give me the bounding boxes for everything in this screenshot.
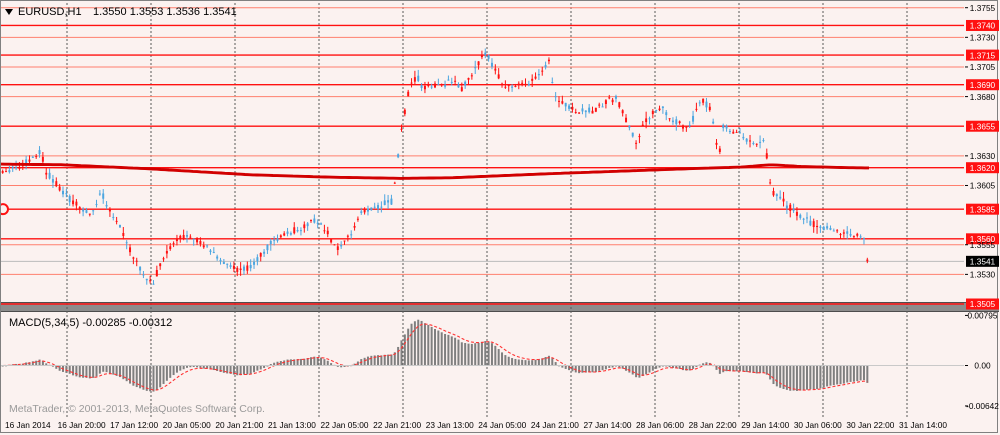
svg-text:EURUSD,H1: EURUSD,H1 <box>18 6 82 18</box>
svg-text:28 Jan 06:00: 28 Jan 06:00 <box>636 420 684 430</box>
svg-text:1.3555: 1.3555 <box>970 240 996 250</box>
svg-text:1.3690: 1.3690 <box>970 80 996 90</box>
svg-text:1.3730: 1.3730 <box>970 33 996 43</box>
svg-text:MACD(5,34,5) -0.00285 -0.003: MACD(5,34,5) -0.00285 -0.00312 <box>9 317 172 329</box>
svg-text:0.00: 0.00 <box>974 361 991 371</box>
svg-text:24 Jan 21:00: 24 Jan 21:00 <box>531 420 579 430</box>
svg-text:24 Jan 05:00: 24 Jan 05:00 <box>478 420 526 430</box>
svg-text:1.3740: 1.3740 <box>970 21 996 31</box>
svg-text:20 Jan 21:00: 20 Jan 21:00 <box>215 420 263 430</box>
svg-text:23 Jan 13:00: 23 Jan 13:00 <box>426 420 474 430</box>
svg-text:21 Jan 13:00: 21 Jan 13:00 <box>268 420 316 430</box>
svg-text:MetaTrader, © 2001-2013, MetaQ: MetaTrader, © 2001-2013, MetaQuotes Soft… <box>9 403 265 415</box>
svg-text:1.3630: 1.3630 <box>970 151 996 161</box>
svg-text:1.3655: 1.3655 <box>970 121 996 131</box>
svg-text:29 Jan 14:00: 29 Jan 14:00 <box>741 420 789 430</box>
svg-text:1.3585: 1.3585 <box>970 204 996 214</box>
svg-text:1.3530: 1.3530 <box>970 270 996 280</box>
svg-text:1.3605: 1.3605 <box>970 181 996 191</box>
svg-text:1.3680: 1.3680 <box>970 92 996 102</box>
svg-text:16 Jan 20:00: 16 Jan 20:00 <box>58 420 106 430</box>
svg-text:-0.00642: -0.00642 <box>966 401 999 411</box>
svg-text:1.3541: 1.3541 <box>970 257 996 267</box>
svg-text:1.3705: 1.3705 <box>970 62 996 72</box>
svg-text:28 Jan 22:00: 28 Jan 22:00 <box>689 420 737 430</box>
svg-text:22 Jan 05:00: 22 Jan 05:00 <box>321 420 369 430</box>
svg-text:30 Jan 22:00: 30 Jan 22:00 <box>846 420 894 430</box>
svg-text:1.3550 1.3553 1.3536 1.3541: 1.3550 1.3553 1.3536 1.3541 <box>93 6 237 18</box>
svg-text:16 Jan 2014: 16 Jan 2014 <box>5 420 51 430</box>
svg-text:27 Jan 14:00: 27 Jan 14:00 <box>583 420 631 430</box>
svg-text:20 Jan 05:00: 20 Jan 05:00 <box>163 420 211 430</box>
svg-text:1.3755: 1.3755 <box>970 3 996 13</box>
svg-text:22 Jan 21:00: 22 Jan 21:00 <box>373 420 421 430</box>
svg-text:31 Jan 14:00: 31 Jan 14:00 <box>899 420 947 430</box>
svg-text:30 Jan 06:00: 30 Jan 06:00 <box>794 420 842 430</box>
svg-text:0.00795: 0.00795 <box>968 311 998 321</box>
svg-text:1.3505: 1.3505 <box>970 299 996 309</box>
svg-text:1.3715: 1.3715 <box>970 50 996 60</box>
svg-text:1.3620: 1.3620 <box>970 163 996 173</box>
svg-text:17 Jan 12:00: 17 Jan 12:00 <box>110 420 158 430</box>
